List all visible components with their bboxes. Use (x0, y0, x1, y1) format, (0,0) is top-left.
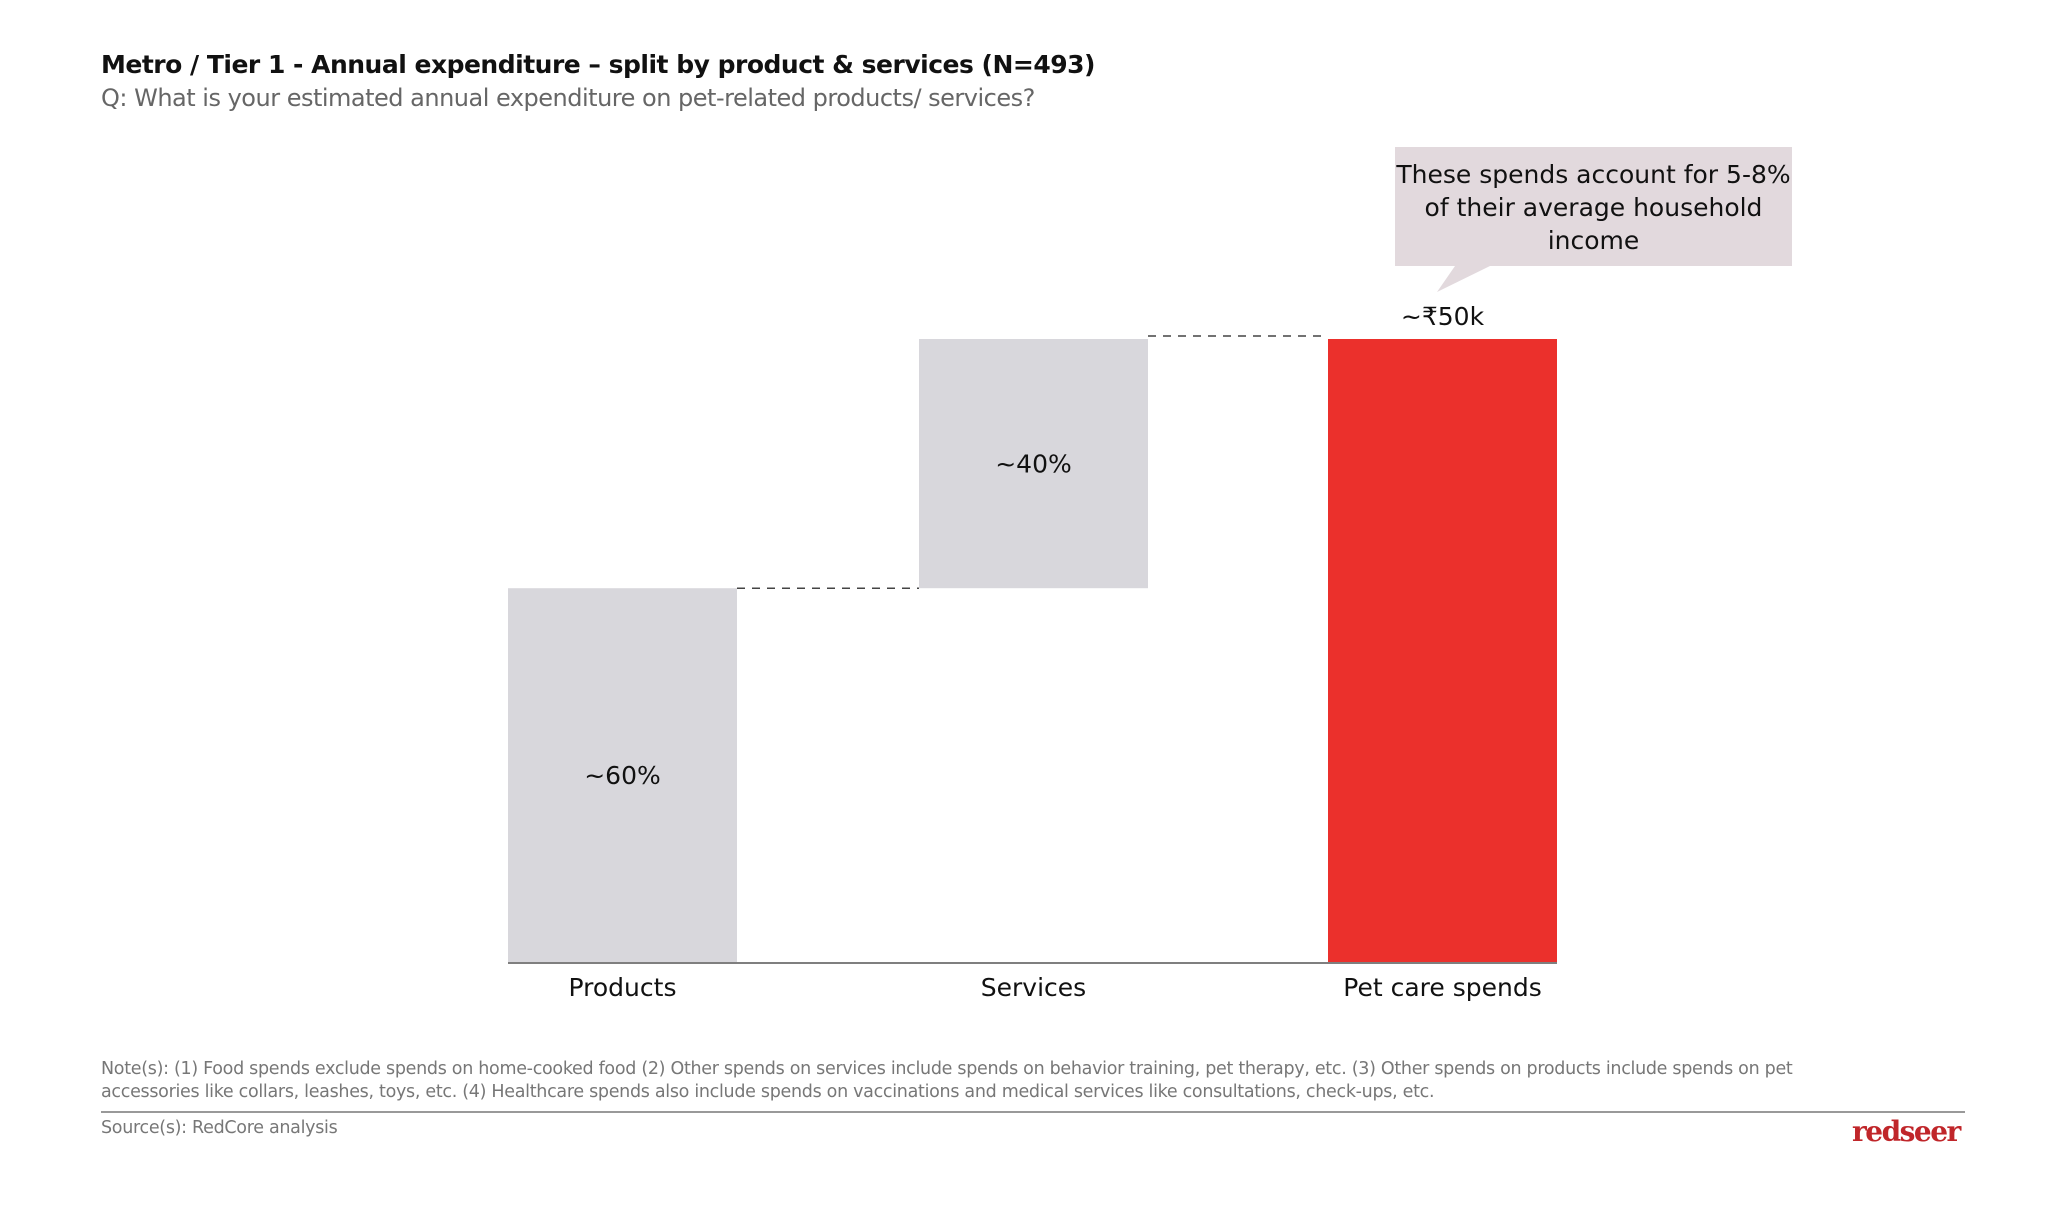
bar-pet-care-spends (1328, 339, 1557, 962)
chart-subtitle: Q: What is your estimated annual expendi… (101, 84, 1035, 112)
bar-products (508, 588, 737, 962)
category-label: Products (569, 973, 677, 1002)
redseer-logo: redseer (1852, 1115, 1961, 1148)
footer-divider (101, 1111, 1965, 1113)
bar-services (919, 339, 1148, 589)
data-label: ~40% (995, 450, 1072, 479)
category-label: Pet care spends (1343, 973, 1541, 1002)
footnotes: Note(s): (1) Food spends exclude spends … (101, 1059, 1793, 1102)
callout-box (1395, 147, 1792, 292)
category-label: Services (981, 973, 1086, 1002)
data-label: ~60% (584, 761, 661, 790)
chart-title: Metro / Tier 1 - Annual expenditure – sp… (101, 50, 1095, 79)
callout-text: These spends account for 5-8% of their a… (1396, 160, 1791, 255)
data-label: ~₹50k (1401, 302, 1485, 331)
source-text: Source(s): RedCore analysis (101, 1118, 338, 1138)
